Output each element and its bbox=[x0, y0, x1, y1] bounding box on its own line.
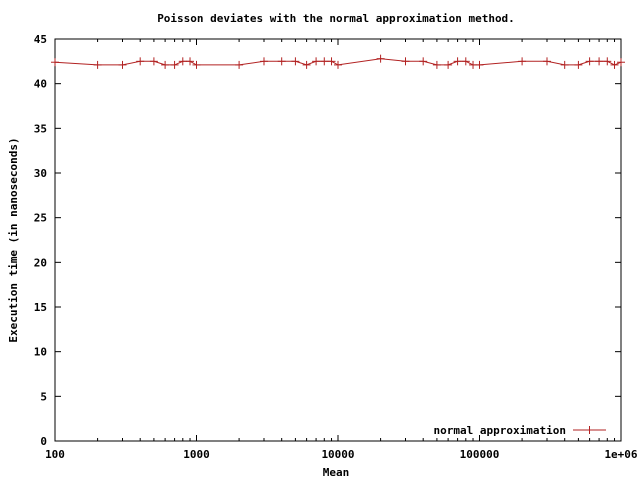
data-point bbox=[518, 57, 527, 66]
data-point bbox=[161, 60, 170, 69]
y-tick-label: 5 bbox=[40, 390, 47, 403]
data-point bbox=[401, 57, 410, 66]
x-axis-label: Mean bbox=[323, 466, 350, 479]
legend: normal approximation bbox=[434, 424, 606, 437]
data-point bbox=[603, 57, 612, 66]
x-tick-label: 100 bbox=[45, 448, 65, 461]
plot-border bbox=[54, 38, 622, 442]
data-point bbox=[118, 60, 127, 69]
series-group bbox=[51, 54, 625, 69]
y-tick-label: 10 bbox=[34, 346, 47, 359]
chart-title: Poisson deviates with the normal approxi… bbox=[157, 12, 515, 25]
data-point bbox=[302, 60, 311, 69]
data-point bbox=[585, 57, 594, 66]
data-point bbox=[192, 60, 201, 69]
data-point bbox=[475, 60, 484, 69]
data-point bbox=[334, 60, 342, 69]
y-tick-label: 40 bbox=[34, 78, 47, 91]
data-point bbox=[617, 58, 625, 67]
x-tick-label: 1000 bbox=[183, 448, 210, 461]
data-point bbox=[595, 57, 604, 66]
data-point bbox=[327, 57, 336, 66]
data-point bbox=[610, 60, 619, 69]
data-point bbox=[178, 57, 187, 66]
y-axis-label: Execution time (in nanoseconds) bbox=[7, 137, 20, 342]
y-tick-label: 0 bbox=[40, 435, 47, 448]
y-tick-label: 30 bbox=[34, 167, 47, 180]
y-axis: 0 5 10 15 20 25 30 35 40 45 bbox=[34, 33, 621, 448]
data-point bbox=[291, 57, 300, 66]
x-tick-label: 10000 bbox=[321, 448, 354, 461]
data-point bbox=[149, 57, 158, 66]
data-point bbox=[93, 60, 102, 69]
y-tick-label: 15 bbox=[34, 301, 47, 314]
legend-marker bbox=[585, 426, 594, 434]
y-tick-label: 45 bbox=[34, 33, 47, 46]
data-point bbox=[51, 58, 59, 67]
legend-label: normal approximation bbox=[434, 424, 566, 437]
data-point bbox=[312, 57, 321, 66]
y-tick-label: 35 bbox=[34, 122, 47, 135]
data-point bbox=[376, 54, 385, 63]
x-tick-label: 1e+06 bbox=[604, 448, 637, 461]
x-axis: 100 1000 10000 100000 1e+06 bbox=[45, 39, 638, 461]
data-point bbox=[574, 60, 583, 69]
data-point bbox=[543, 57, 552, 66]
y-tick-label: 20 bbox=[34, 256, 47, 269]
data-point bbox=[560, 60, 569, 69]
data-point bbox=[453, 57, 462, 66]
y-tick-label: 25 bbox=[34, 212, 47, 225]
data-point bbox=[444, 60, 453, 69]
data-point bbox=[432, 60, 441, 69]
data-point bbox=[419, 57, 428, 66]
data-point bbox=[186, 57, 195, 66]
data-point bbox=[277, 57, 286, 66]
data-point bbox=[170, 60, 179, 69]
data-point bbox=[461, 57, 470, 66]
data-point bbox=[320, 57, 329, 66]
data-point bbox=[260, 57, 269, 66]
data-point bbox=[136, 57, 145, 66]
x-tick-label: 100000 bbox=[460, 448, 500, 461]
data-point bbox=[235, 60, 244, 69]
